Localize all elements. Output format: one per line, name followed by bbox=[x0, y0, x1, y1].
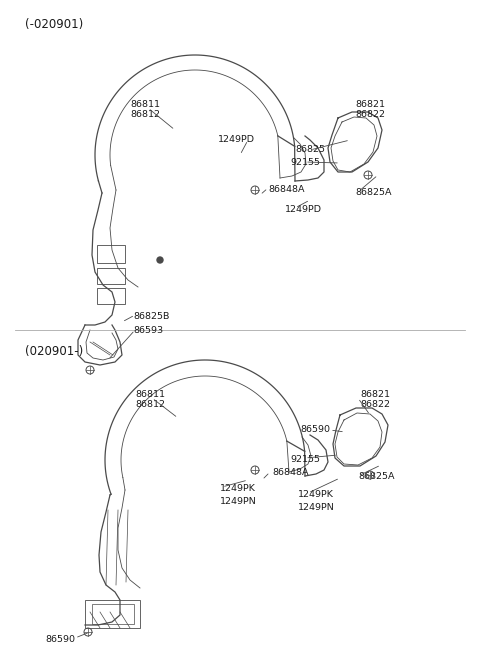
Bar bbox=[92, 604, 134, 624]
Text: 1249PK: 1249PK bbox=[220, 484, 256, 493]
Text: 86822: 86822 bbox=[360, 400, 390, 409]
Text: 86811: 86811 bbox=[135, 390, 165, 399]
Text: 86848A: 86848A bbox=[268, 185, 304, 194]
Text: 1249PK: 1249PK bbox=[298, 490, 334, 499]
Text: 86822: 86822 bbox=[355, 110, 385, 119]
Bar bbox=[85, 600, 140, 628]
Text: 86590: 86590 bbox=[45, 635, 75, 644]
Text: 1249PN: 1249PN bbox=[220, 497, 257, 506]
Text: 86821: 86821 bbox=[360, 390, 390, 399]
Text: 86811: 86811 bbox=[130, 100, 160, 109]
Text: 86812: 86812 bbox=[130, 110, 160, 119]
Text: 86825A: 86825A bbox=[355, 188, 392, 197]
Text: 1249PD: 1249PD bbox=[285, 205, 322, 214]
Text: 86821: 86821 bbox=[355, 100, 385, 109]
Text: 86825B: 86825B bbox=[133, 312, 169, 321]
Text: 86593: 86593 bbox=[133, 326, 163, 335]
Text: 92155: 92155 bbox=[290, 455, 320, 464]
Text: 92155: 92155 bbox=[290, 158, 320, 167]
Text: 86590: 86590 bbox=[300, 425, 330, 434]
Text: (-020901): (-020901) bbox=[25, 18, 83, 31]
Text: 86848A: 86848A bbox=[272, 468, 309, 477]
Circle shape bbox=[157, 257, 163, 263]
Bar bbox=[97, 245, 125, 263]
Text: (020901-): (020901-) bbox=[25, 345, 83, 358]
Text: 86825A: 86825A bbox=[358, 472, 395, 481]
Text: 1249PN: 1249PN bbox=[298, 503, 335, 512]
Text: 86825: 86825 bbox=[295, 145, 325, 154]
Bar bbox=[97, 288, 125, 304]
Bar bbox=[97, 268, 125, 284]
Text: 1249PD: 1249PD bbox=[218, 135, 255, 144]
Text: 86812: 86812 bbox=[135, 400, 165, 409]
